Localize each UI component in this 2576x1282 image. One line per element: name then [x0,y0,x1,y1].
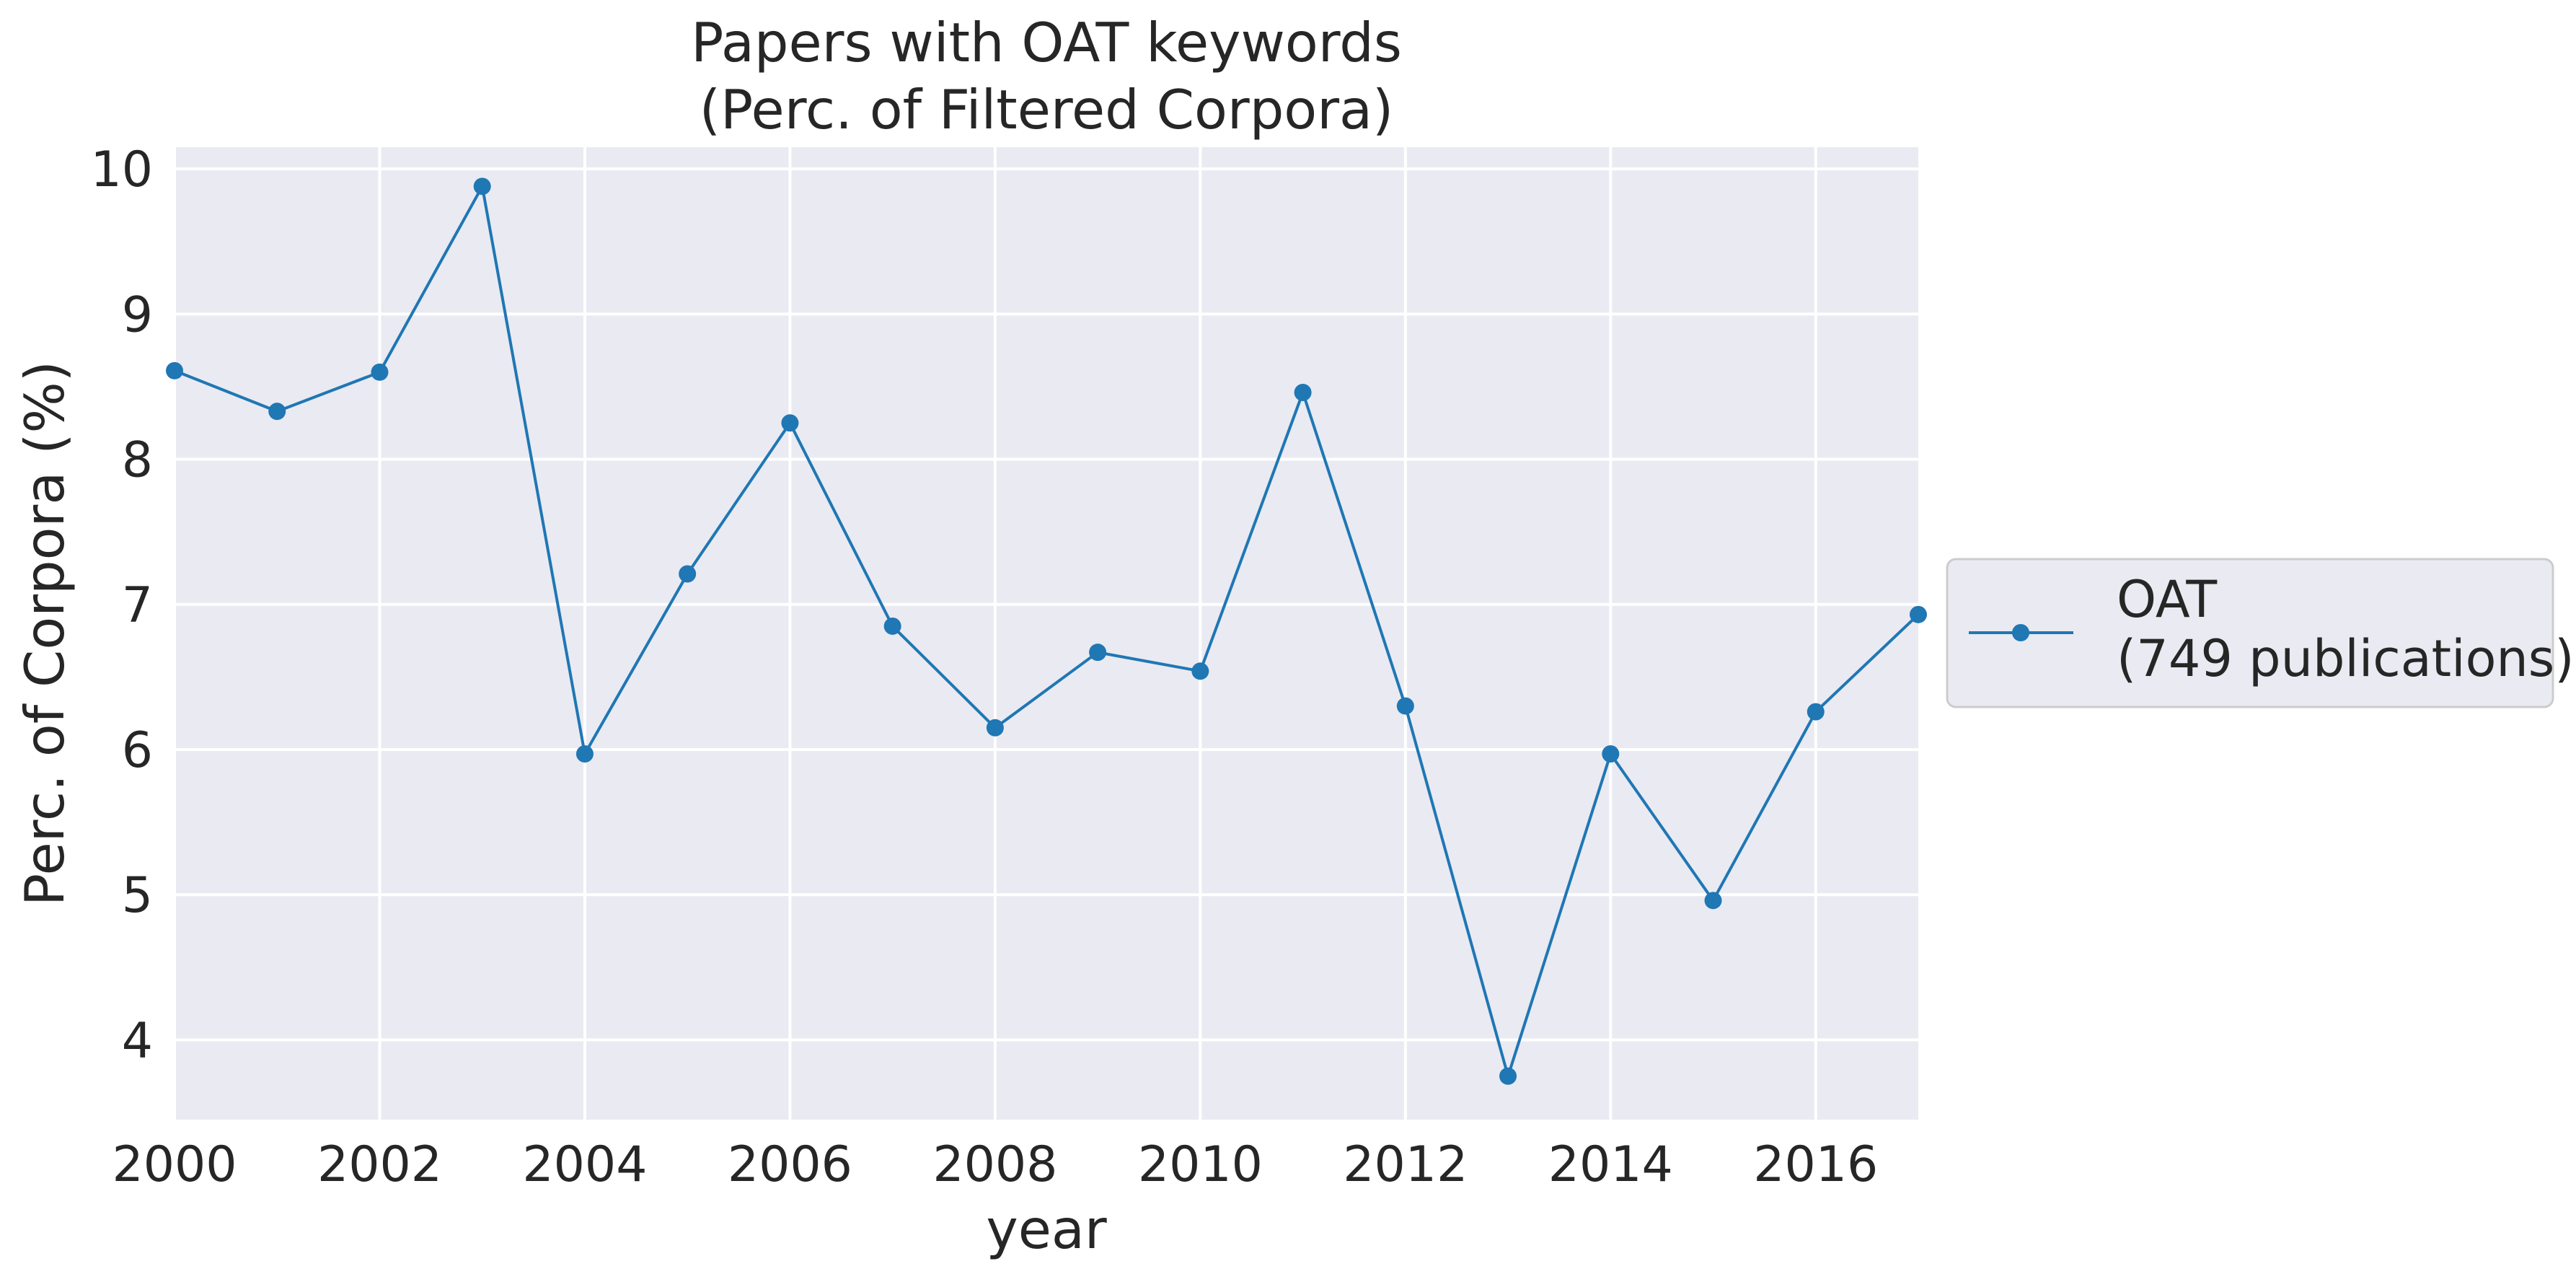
x-tick-label: 2008 [932,1136,1057,1193]
x-tick-label: 2016 [1753,1136,1878,1193]
data-point-2002 [371,363,389,381]
data-point-2016 [1807,703,1825,721]
chart-title: Papers with OAT keywords (Perc. of Filte… [691,11,1402,141]
x-tick-label: 2006 [728,1136,852,1193]
data-point-2017 [1910,605,1927,623]
data-point-2011 [1294,384,1312,402]
x-tick-label: 2012 [1343,1136,1468,1193]
chart-title-line-2: (Perc. of Filtered Corpora) [700,78,1394,141]
legend-box [1946,558,2554,708]
legend-marker-swatch [2012,624,2029,641]
x-tick-label: 2004 [522,1136,647,1193]
y-axis-label: Perc. of Corpora (%) [13,361,76,906]
series-oat [166,177,1927,1085]
data-point-2004 [575,745,594,763]
chart-title-line-1: Papers with OAT keywords [691,11,1402,74]
data-point-2009 [1089,644,1107,662]
legend: OAT (749 publications) [1946,558,2575,708]
y-tick-label: 9 [122,286,153,343]
data-point-2013 [1499,1067,1517,1085]
y-tick-label: 10 [90,141,153,198]
y-tick-label: 8 [122,432,153,489]
x-tick-label: 2000 [112,1136,237,1193]
grid-lines [173,147,1918,1120]
data-point-2008 [986,719,1004,737]
data-point-2003 [473,177,491,196]
x-tick-label: 2010 [1138,1136,1263,1193]
data-point-2010 [1191,662,1209,680]
legend-entry-detail: (749 publications) [2117,629,2575,688]
data-point-2012 [1396,697,1414,715]
plot-area [175,147,1918,1120]
y-tick-labels: 4 5 6 7 8 9 10 [90,141,153,1069]
data-point-2015 [1704,892,1722,910]
y-tick-label: 6 [122,722,153,779]
y-tick-label: 4 [122,1012,153,1069]
legend-entry-name: OAT [2117,570,2217,629]
y-tick-label: 7 [122,577,153,634]
x-tick-labels: 2000 2002 2004 2006 2008 2010 2012 2014 2016 [112,1136,1878,1193]
x-tick-label: 2002 [317,1136,442,1193]
data-point-2005 [679,565,697,583]
x-tick-label: 2014 [1548,1136,1673,1193]
data-point-2007 [883,617,901,635]
data-point-2001 [268,403,286,421]
data-point-2014 [1602,745,1620,763]
series-line [174,185,1920,1078]
x-axis-label: year [986,1198,1106,1261]
data-point-2000 [166,361,183,379]
y-tick-label: 5 [122,867,153,924]
data-point-2006 [781,414,799,432]
